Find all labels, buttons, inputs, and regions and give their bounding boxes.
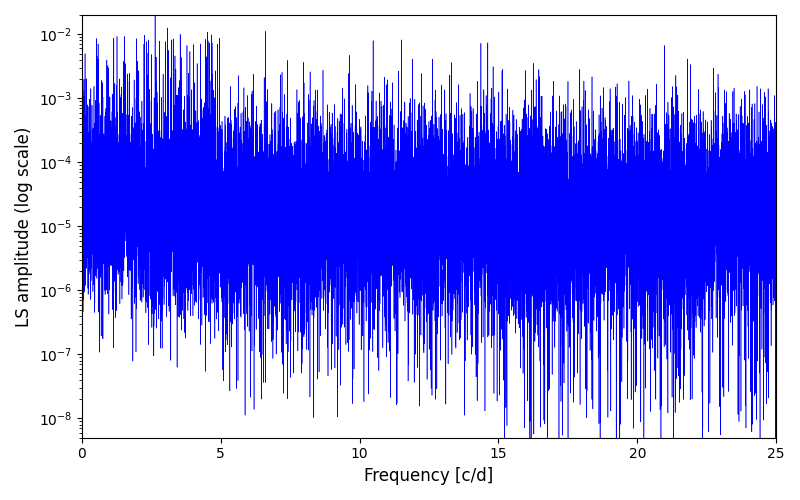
X-axis label: Frequency [c/d]: Frequency [c/d] [364, 467, 494, 485]
Y-axis label: LS amplitude (log scale): LS amplitude (log scale) [15, 126, 33, 326]
